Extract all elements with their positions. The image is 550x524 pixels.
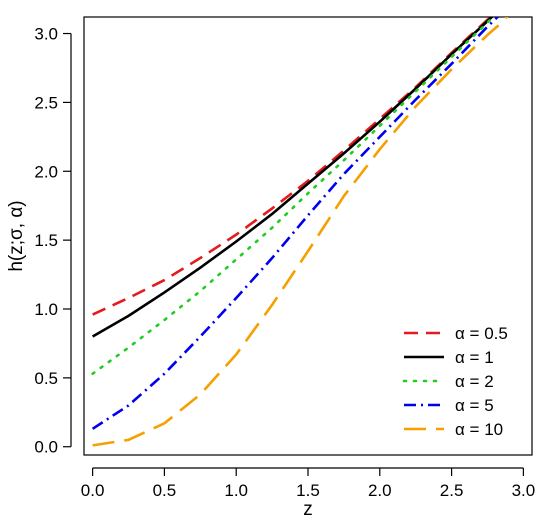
x-tick-label: 0.5 xyxy=(153,481,177,500)
y-tick-label: 3.0 xyxy=(34,25,58,44)
series-line-1 xyxy=(93,9,502,315)
legend: α = 0.5 α = 1 α = 2 α = 5 α = 10 xyxy=(404,324,508,439)
x-axis: 0.0 0.5 1.0 1.5 2.0 2.5 3.0 xyxy=(81,468,535,500)
x-tick-label: 0.0 xyxy=(81,481,105,500)
series-layer xyxy=(93,7,509,445)
y-tick-label: 2.0 xyxy=(34,162,58,181)
y-tick-label: 2.5 xyxy=(34,93,58,112)
legend-label: α = 2 xyxy=(455,372,494,391)
x-axis-label: z xyxy=(303,499,313,520)
x-tick-label: 1.0 xyxy=(224,481,248,500)
y-tick-label: 0.5 xyxy=(34,369,58,388)
legend-label: α = 10 xyxy=(455,420,503,439)
legend-label: α = 5 xyxy=(455,396,494,415)
x-tick-label: 2.0 xyxy=(368,481,392,500)
y-tick-label: 0.0 xyxy=(34,438,58,457)
x-tick-label: 3.0 xyxy=(512,481,536,500)
y-axis-label: h(z;σ, α) xyxy=(6,200,27,271)
y-tick-label: 1.0 xyxy=(34,300,58,319)
legend-label: α = 1 xyxy=(455,348,494,367)
series-line-2 xyxy=(93,7,502,336)
y-axis: 0.0 0.5 1.0 1.5 2.0 2.5 3.0 xyxy=(34,25,71,457)
x-tick-label: 2.5 xyxy=(440,481,464,500)
x-tick-label: 1.5 xyxy=(296,481,320,500)
series-line-4 xyxy=(93,13,502,429)
legend-label: α = 0.5 xyxy=(455,324,508,343)
y-tick-label: 1.5 xyxy=(34,231,58,250)
